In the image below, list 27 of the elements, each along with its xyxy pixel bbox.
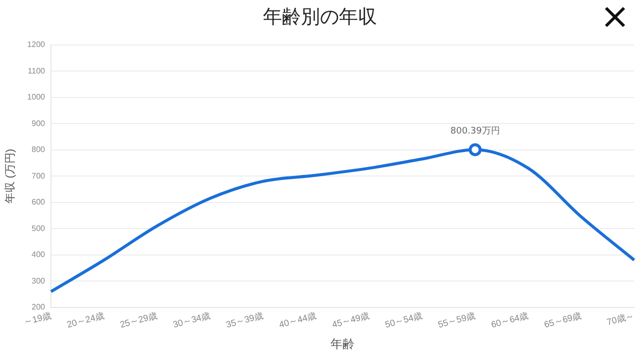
- y-tick-label: 500: [32, 224, 46, 233]
- x-tick-label: 45～49歳: [330, 310, 370, 330]
- y-tick-label: 1200: [27, 40, 46, 50]
- y-tick-label: 700: [32, 171, 46, 180]
- x-tick-label: 35～39歳: [224, 310, 264, 330]
- data-label: 800.39万円: [450, 126, 500, 137]
- y-tick-label: 400: [32, 250, 46, 260]
- y-tick-label: 600: [32, 198, 46, 207]
- y-tick-label: 200: [32, 302, 46, 312]
- y-tick-label: 1000: [27, 92, 46, 102]
- x-tick-label: 40～44歳: [278, 310, 318, 330]
- chart-title: 年齢別の年収: [262, 5, 378, 30]
- x-tick-label: ～19歳: [22, 310, 52, 328]
- x-tick-label: 70歳～: [606, 310, 636, 328]
- y-tick-label: 300: [32, 276, 46, 286]
- x-tick-label: 20～24歳: [66, 310, 106, 330]
- x-tick-label: 60～64歳: [490, 310, 530, 330]
- x-tick-label: 30～34歳: [172, 310, 212, 330]
- x-axis-title: 年齢: [330, 337, 355, 352]
- x-tick-label: 50～54歳: [384, 310, 424, 330]
- y-tick-label: 900: [32, 118, 46, 128]
- y-tick-label: 1100: [28, 66, 46, 76]
- y-tick-label: 800: [32, 145, 46, 154]
- x-tick-label: 65～69歳: [543, 310, 582, 330]
- y-axis-title: 年収 (万円): [4, 148, 17, 204]
- x-tick-label: 25～29歳: [118, 310, 158, 330]
- x-tick-label: 55～59歳: [436, 310, 476, 330]
